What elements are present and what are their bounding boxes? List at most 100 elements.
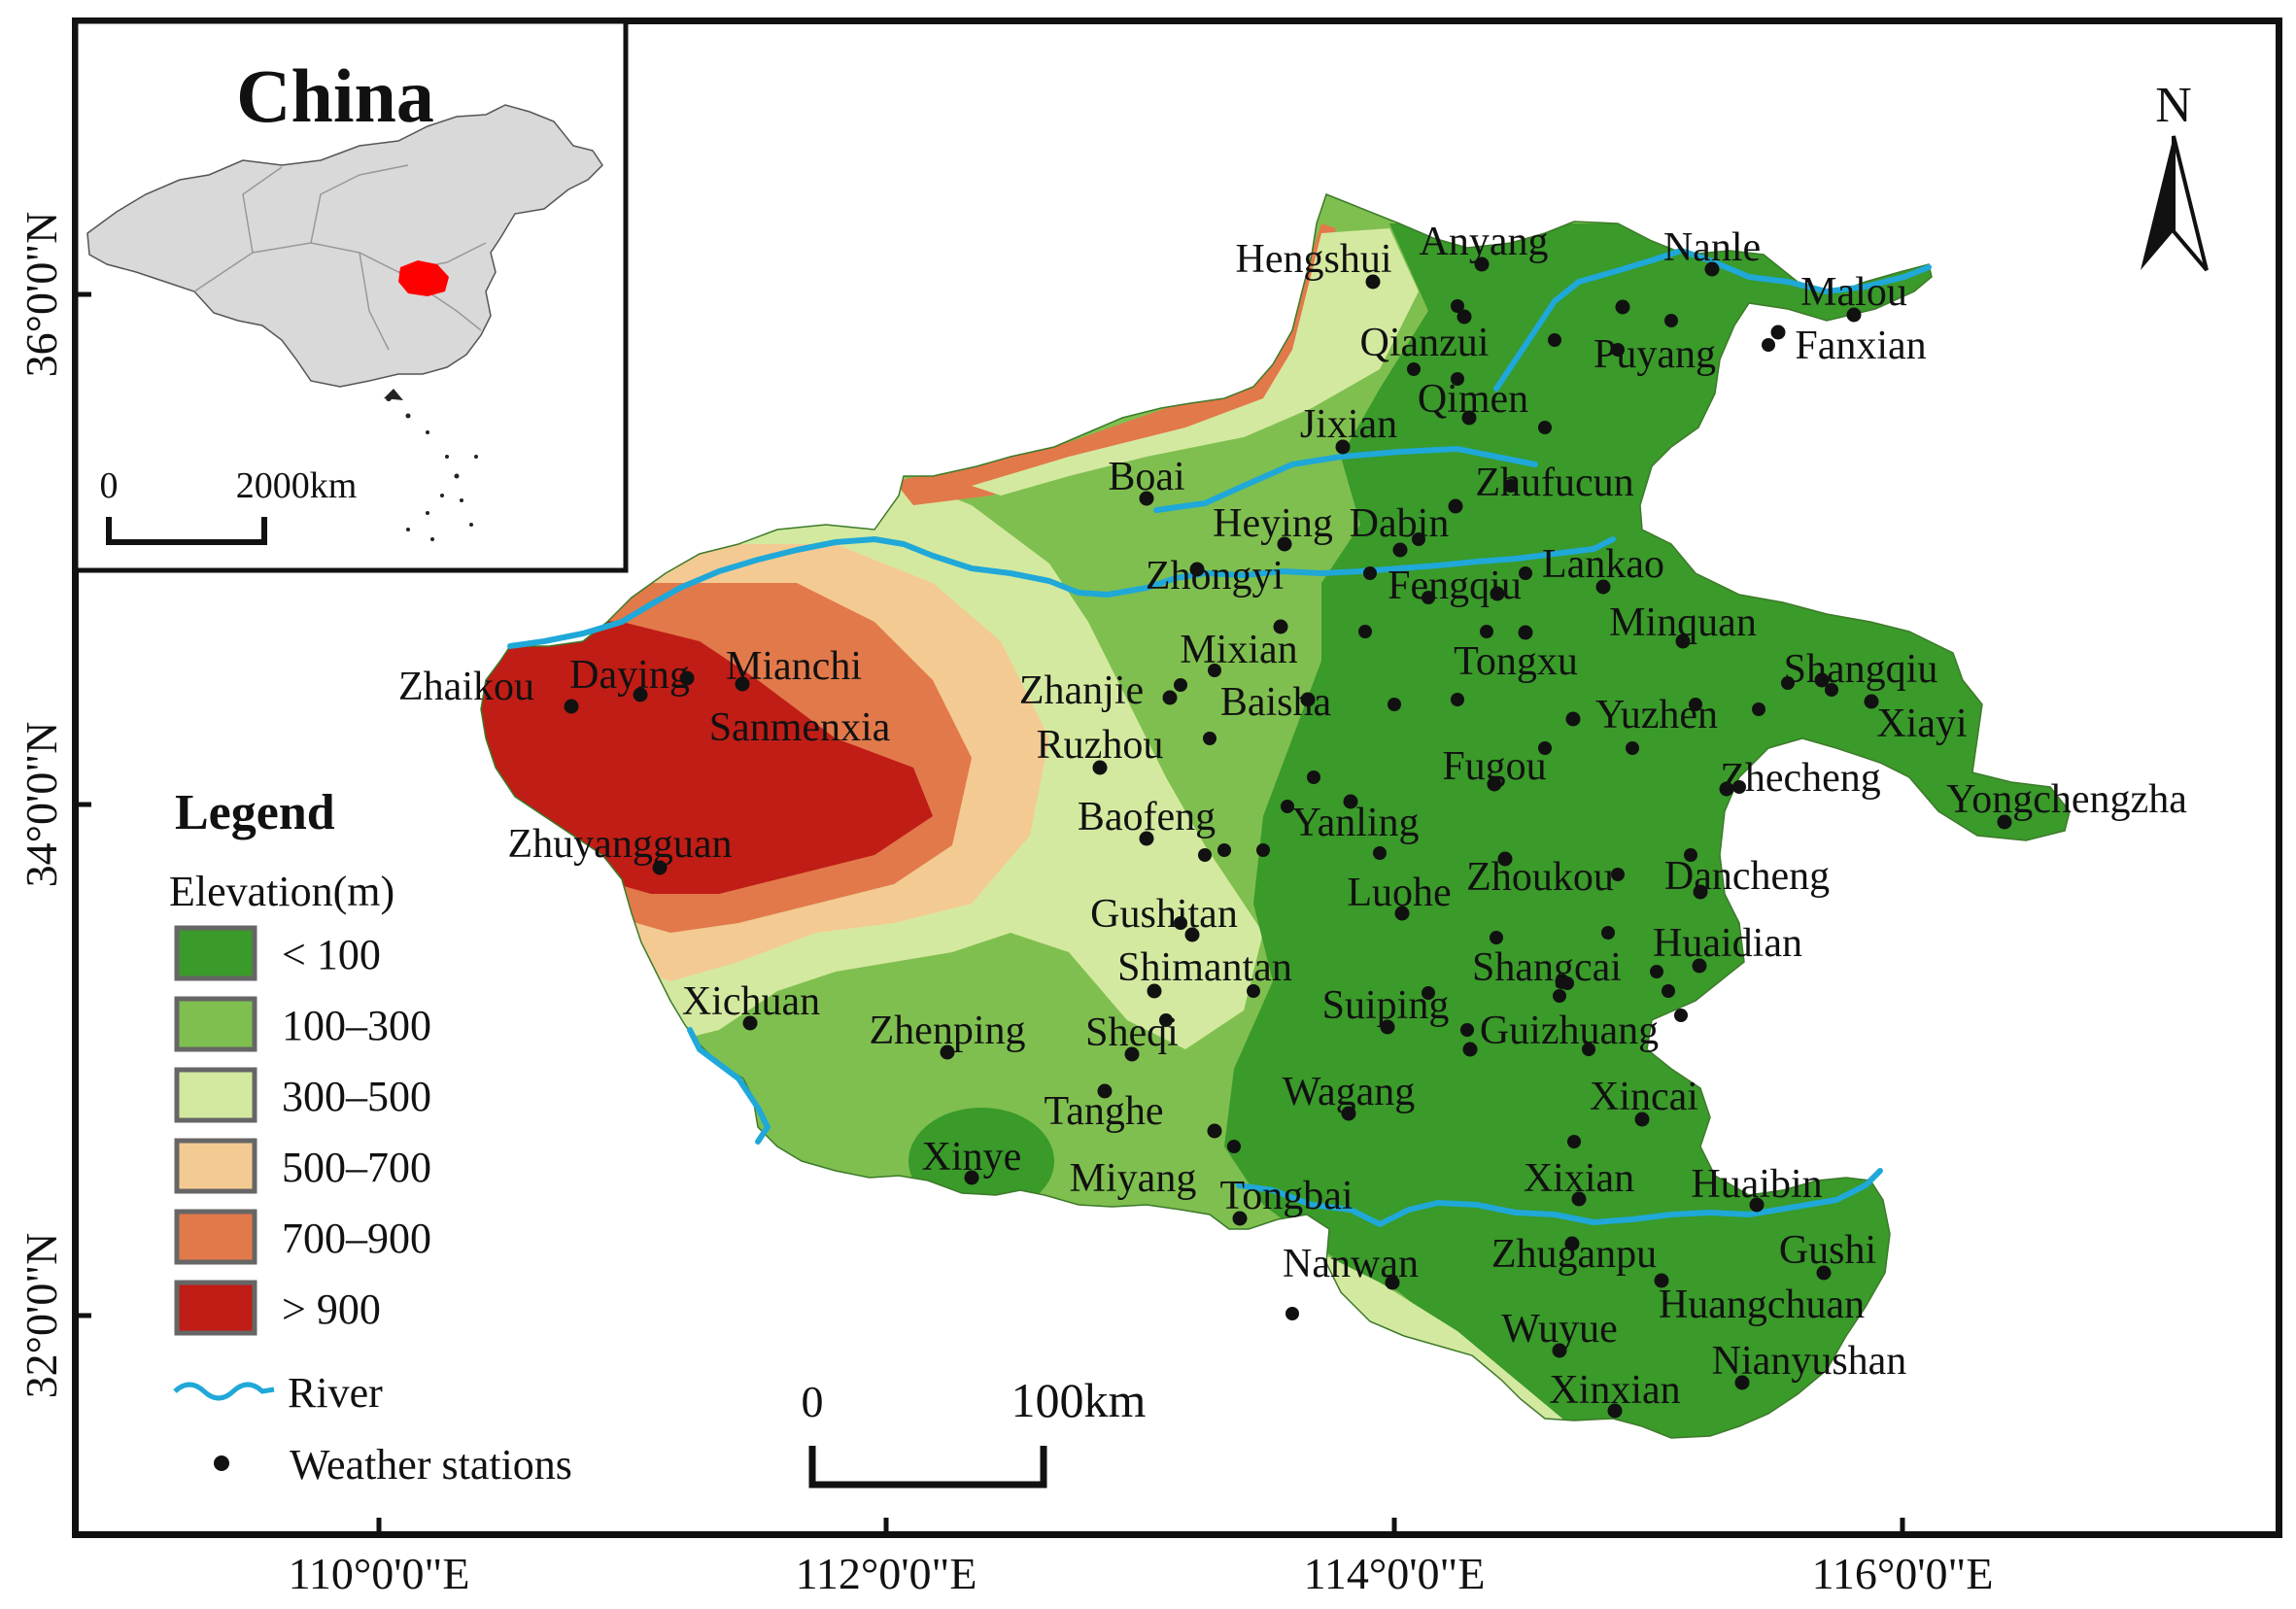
station-marker [1689,698,1702,711]
lon-tick-label: 116°0'0"E [1812,1549,1994,1598]
station-marker [1462,1042,1478,1057]
station-label: Baisha [1220,680,1332,725]
station-marker [1704,261,1720,277]
station-label: Zhaikou [398,665,534,709]
legend-class-label: 700–900 [282,1215,431,1262]
station-marker [1692,958,1707,974]
station-marker [1365,274,1381,290]
station-label: Sanmenxia [709,705,891,750]
lat-tick-label: 32°0'0"N [17,1233,66,1399]
station-marker [1487,776,1502,792]
china-land-shape [86,104,603,388]
legend-stations-label: Weather stations [290,1441,572,1489]
station-label: Xinye [922,1135,1022,1180]
station-marker [1451,299,1464,313]
weather-stations: Hengshui Anyang Nanle Malou Qianzui Puyang Fan… [398,220,2187,1419]
legend-title: Legend [175,785,335,840]
station-marker [1490,931,1503,944]
station-marker [1553,989,1566,1003]
station-marker [1693,884,1708,900]
station-marker [1273,619,1288,634]
station-marker [1664,314,1678,327]
scale-bar: 0 100km [802,1373,1147,1489]
scale-bar-zero: 0 [802,1377,824,1426]
station-label: Xincai [1590,1075,1698,1119]
station-label: Tanghe [1044,1089,1163,1134]
north-arrow-label: N [2155,78,2192,133]
station-marker [1480,625,1493,638]
station-marker [1548,333,1561,347]
station-label: Xixian [1524,1156,1634,1201]
station-label: Daying [569,653,690,698]
legend-swatch [174,1280,257,1336]
legend-swatch [174,1067,257,1123]
station-label: Huaibin [1691,1162,1822,1207]
legend-class-label: 100–300 [282,1002,431,1049]
station-marker [1564,1236,1580,1251]
legend-swatch [174,1138,257,1194]
station-marker [1595,579,1611,595]
station-label: Yongchengzha [1946,777,2187,822]
station-label: Hengshui [1236,237,1392,282]
legend: Legend Elevation(m) < 100 100–300 300–500 5… [169,785,572,1489]
station-marker [1341,1106,1356,1121]
station-marker [1277,536,1292,552]
station-marker [1490,586,1505,601]
station-marker [1519,566,1532,580]
station-label: Guizhuang [1480,1009,1659,1053]
station-label: Fengqiu [1388,564,1522,608]
north-arrow-right-half [2172,135,2209,272]
station-marker [1560,976,1574,990]
station-marker [1385,1275,1400,1290]
station-marker [1451,693,1464,706]
station-label: Zhecheng [1720,756,1881,801]
station-marker [1538,741,1552,755]
station-label: Zhenping [870,1009,1026,1053]
station-marker [1781,676,1795,690]
station-marker [1814,672,1830,688]
station-marker [1997,814,2012,830]
station-marker [1816,1265,1832,1281]
inset-title: China [236,53,434,138]
coordinate-axes: 36°0'0"N 34°0'0"N 32°0'0"N 110°0'0"E 112°0'0… [17,212,1993,1598]
lat-tick-label: 34°0'0"N [17,722,66,888]
station-marker [742,1015,758,1031]
elevation-above-900-layer [481,612,933,894]
station-marker [1456,309,1472,325]
station-label: Huaidian [1653,921,1802,966]
station-marker [1448,498,1463,514]
station-marker [1189,562,1205,577]
station-marker [1285,1307,1299,1320]
station-marker [1217,843,1231,857]
station-label: Puyang [1593,332,1716,377]
station-label: Nanwan [1283,1242,1419,1286]
station-marker [1139,491,1154,506]
station-marker [1208,664,1221,677]
station-label: Zhuganpu [1491,1232,1657,1277]
station-label: Shimantan [1117,945,1292,990]
station-marker [1749,1197,1765,1213]
station-marker [1256,843,1270,857]
station-marker [1281,800,1294,813]
station-marker [1825,683,1838,697]
station-label: Tongxu [1454,639,1578,684]
station-marker [1451,372,1464,386]
yellow-river [507,536,1616,649]
wei-river [1493,248,1932,392]
north-arrow-left-half [2141,136,2174,270]
station-label: Zhoukou [1466,855,1614,900]
station-marker [1684,848,1697,862]
station-label: Wagang [1283,1070,1416,1114]
station-label: Tongbai [1219,1174,1353,1218]
station-marker [1650,965,1663,978]
station-marker [1752,702,1765,716]
legend-swatch [174,925,257,981]
station-marker [1460,1023,1474,1037]
station-label: Shangcai [1472,945,1622,990]
station-label: Dabin [1350,501,1450,546]
station-marker [1388,698,1401,711]
station-marker [1198,848,1212,862]
station-marker [1734,1375,1750,1390]
station-marker [1227,1140,1241,1153]
